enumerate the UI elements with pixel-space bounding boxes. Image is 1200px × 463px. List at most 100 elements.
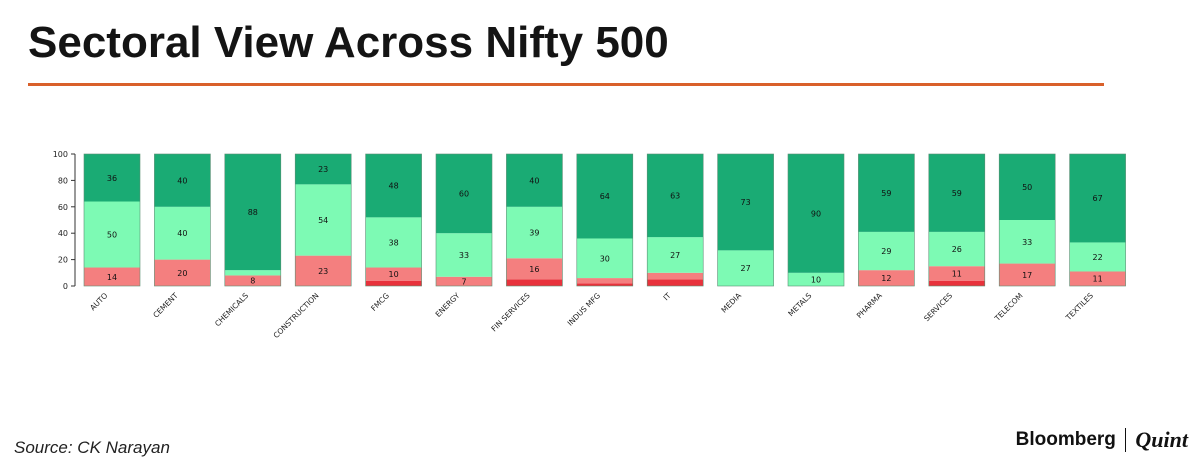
data-label: 33 — [459, 251, 469, 260]
bar-segment — [717, 250, 774, 286]
page-title: Sectoral View Across Nifty 500 — [28, 18, 669, 67]
bar-outline — [928, 153, 986, 287]
data-label: 73 — [741, 198, 751, 207]
bar-segment — [858, 154, 915, 232]
x-category-label: SERVICES — [922, 291, 954, 323]
data-label: 29 — [881, 247, 891, 256]
data-label: 8 — [250, 277, 255, 286]
data-label: 59 — [952, 189, 962, 198]
bar-segment — [928, 231, 985, 267]
bar-segment — [506, 206, 563, 259]
bar-segment — [999, 220, 1056, 264]
data-label: 90 — [811, 209, 821, 218]
data-label: 7 — [461, 277, 466, 286]
brand-divider — [1124, 428, 1127, 452]
data-label: 54 — [318, 216, 328, 225]
bar-segment — [576, 238, 633, 279]
x-category-label: MEDIA — [719, 290, 743, 314]
data-label: 10 — [389, 270, 399, 279]
bar-segment — [576, 278, 633, 284]
bar-outline — [365, 153, 422, 287]
data-label: 26 — [952, 245, 962, 254]
bar-segment — [365, 280, 422, 286]
bar-outline — [83, 153, 141, 287]
data-label: 36 — [107, 174, 117, 183]
bar-segment — [295, 184, 352, 256]
bar-segment — [999, 263, 1056, 286]
bar-outline — [435, 153, 493, 287]
x-category-label: CHEMICALS — [213, 291, 250, 328]
brand-logo: Bloomberg Quint — [1015, 427, 1188, 452]
bar-segment — [436, 276, 492, 286]
bar-outline — [1069, 153, 1126, 287]
data-label: 23 — [318, 165, 328, 174]
y-tick-label: 100 — [53, 150, 68, 159]
bar-segment — [717, 154, 774, 251]
data-label: 27 — [741, 264, 751, 273]
x-category-label: ENERGY — [434, 291, 462, 319]
x-category-label: FIN SERVICES — [489, 291, 532, 334]
x-category-label: METALS — [786, 291, 813, 318]
bar-segment — [576, 283, 633, 286]
bar-segment — [84, 267, 140, 286]
data-label: 12 — [881, 274, 891, 283]
title-underline — [28, 83, 1104, 86]
bar-segment — [295, 154, 352, 185]
x-category-label: CEMENT — [151, 291, 180, 320]
data-label: 22 — [1093, 253, 1103, 262]
bar-segment — [436, 154, 492, 234]
data-label: 48 — [389, 182, 399, 191]
bar-outline — [154, 153, 211, 287]
bar-segment — [365, 217, 422, 268]
bar-outline — [294, 153, 352, 287]
bar-segment — [295, 255, 352, 286]
bar-segment — [154, 206, 211, 260]
brand-primary: Bloomberg — [1015, 429, 1116, 450]
bar-segment — [365, 154, 422, 218]
x-category-label: INDUS MFG — [566, 291, 603, 328]
bar-segment — [788, 154, 844, 273]
data-label: 27 — [670, 251, 680, 260]
x-category-label: TELECOM — [992, 291, 1024, 323]
bar-segment — [858, 270, 915, 286]
x-category-label: AUTO — [88, 291, 109, 312]
data-label: 38 — [389, 238, 399, 247]
x-category-label: PHARMA — [855, 290, 885, 320]
bar-outline — [717, 153, 774, 287]
bar-segment — [647, 237, 704, 273]
x-category-label: CONSTRUCTION — [272, 291, 321, 340]
bar-segment — [506, 279, 563, 286]
data-label: 39 — [529, 229, 539, 238]
bar-outline — [576, 153, 634, 287]
bar-segment — [224, 154, 281, 271]
bar-outline — [646, 153, 704, 287]
data-label: 50 — [1022, 183, 1032, 192]
bar-segment — [647, 279, 704, 286]
data-label: 63 — [670, 192, 680, 201]
bar-segment — [154, 259, 211, 286]
bar-segment — [1069, 242, 1126, 272]
y-tick-label: 40 — [58, 229, 68, 238]
data-label: 30 — [600, 254, 610, 263]
data-label: 11 — [1093, 275, 1103, 284]
bar-outline — [787, 153, 845, 287]
brand-secondary: Quint — [1135, 427, 1188, 452]
bar-segment — [84, 201, 140, 268]
data-label: 16 — [529, 265, 539, 274]
bar-segment — [436, 233, 492, 277]
data-label: 40 — [529, 176, 539, 185]
bar-outline — [506, 153, 563, 287]
bar-segment — [84, 154, 140, 202]
bar-outline — [858, 153, 915, 287]
bar-segment — [1069, 154, 1126, 243]
data-label: 17 — [1022, 271, 1032, 280]
data-label: 11 — [952, 269, 962, 278]
x-category-label: IT — [661, 291, 672, 302]
bar-segment — [647, 154, 704, 238]
data-label: 50 — [107, 231, 117, 240]
bar-segment — [506, 258, 563, 280]
bar-outline — [998, 153, 1056, 287]
x-category-label: TEXTILES — [1063, 291, 1095, 323]
data-label: 14 — [107, 273, 117, 282]
